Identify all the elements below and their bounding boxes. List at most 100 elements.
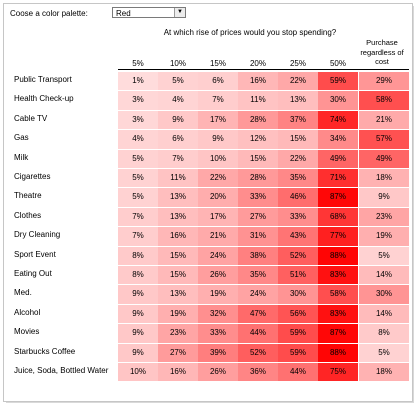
table-cell: 5% — [158, 72, 198, 91]
table-cell: 17% — [198, 110, 238, 130]
table-cell: 18% — [359, 169, 409, 188]
table-cell: 58% — [318, 285, 358, 304]
table-cell: 52% — [238, 343, 278, 362]
table-cell: 18% — [359, 363, 409, 382]
table-cell: 12% — [238, 130, 278, 149]
header-underline — [118, 69, 409, 70]
column-header: 20% — [249, 59, 266, 68]
row-label: Cigarettes — [14, 172, 51, 181]
row-label: Health Check-up — [14, 94, 74, 104]
table-cell: 20% — [198, 188, 238, 207]
table-cell: 29% — [359, 72, 409, 91]
table-cell: 4% — [118, 130, 158, 149]
table-cell: 17% — [198, 207, 238, 227]
row-label: Cable TV — [14, 113, 48, 123]
table-cell: 9% — [118, 343, 158, 362]
table-cell: 34% — [318, 130, 358, 149]
row-label: Public Transport — [14, 75, 72, 84]
table-cell: 7% — [158, 149, 198, 168]
column-header: 10% — [169, 59, 186, 68]
table-cell: 10% — [198, 149, 238, 168]
chevron-down-icon[interactable]: ▼ — [174, 8, 185, 17]
table-cell: 5% — [118, 169, 158, 188]
table-cell: 19% — [198, 285, 238, 304]
table-cell: 30% — [278, 285, 318, 304]
table-cell: 7% — [198, 91, 238, 110]
table-cell: 28% — [238, 110, 278, 130]
table-cell: 16% — [158, 363, 198, 382]
table-cell: 59% — [278, 324, 318, 343]
table-cell: 28% — [238, 169, 278, 188]
table-cell: 56% — [278, 304, 318, 324]
table-cell: 58% — [359, 91, 409, 110]
table-cell: 32% — [198, 304, 238, 324]
table-cell: 36% — [238, 363, 278, 382]
row-label: Gas — [14, 133, 29, 143]
table-cell: 22% — [278, 149, 318, 168]
table-cell: 31% — [238, 227, 278, 246]
row-label: Clothes — [14, 210, 42, 220]
table-cell: 14% — [359, 304, 409, 324]
table-cell: 7% — [118, 227, 158, 246]
table-cell: 3% — [118, 110, 158, 130]
table-cell: 15% — [238, 149, 278, 168]
table-cell: 13% — [158, 207, 198, 227]
table-cell: 1% — [118, 72, 158, 91]
table-cell: 49% — [359, 149, 409, 168]
table-cell: 19% — [359, 227, 409, 246]
table-cell: 9% — [118, 285, 158, 304]
table-cell: 46% — [278, 188, 318, 207]
table-cell: 87% — [318, 324, 358, 343]
row-label: Med. — [14, 288, 32, 298]
table-cell: 59% — [278, 343, 318, 362]
table-cell: 10% — [118, 363, 158, 382]
table-cell: 11% — [238, 91, 278, 110]
palette-dropdown[interactable]: Red ▼ — [112, 7, 186, 18]
table-cell: 30% — [318, 91, 358, 110]
table-cell: 19% — [158, 304, 198, 324]
column-header: 15% — [209, 59, 226, 68]
palette-dropdown-value: Red — [116, 9, 131, 18]
row-label: Starbucks Coffee — [14, 346, 76, 356]
table-cell: 8% — [118, 266, 158, 285]
table-cell: 6% — [198, 72, 238, 91]
table-cell: 49% — [318, 149, 358, 168]
table-cell: 9% — [198, 130, 238, 149]
table-cell: 75% — [318, 363, 358, 382]
table-cell: 88% — [318, 343, 358, 362]
table-cell: 3% — [118, 91, 158, 110]
table-cell: 23% — [359, 207, 409, 227]
table-cell: 15% — [278, 130, 318, 149]
row-label: Sport Event — [14, 249, 56, 259]
row-label: Movies — [14, 327, 40, 337]
table-cell: 9% — [118, 304, 158, 324]
table-cell: 4% — [158, 91, 198, 110]
table-cell: 5% — [118, 149, 158, 168]
table-cell: 38% — [238, 246, 278, 265]
row-label: Milk — [14, 152, 29, 162]
table-cell: 27% — [158, 343, 198, 362]
question-header: At which rise of prices would you stop s… — [163, 28, 337, 37]
table-cell: 14% — [359, 266, 409, 285]
table-cell: 33% — [278, 207, 318, 227]
table-cell: 44% — [278, 363, 318, 382]
table-cell: 47% — [238, 304, 278, 324]
table-cell: 77% — [318, 227, 358, 246]
table-cell: 33% — [198, 324, 238, 343]
palette-label: Coose a color palette: — [10, 9, 88, 18]
table-cell: 30% — [359, 285, 409, 304]
table-cell: 87% — [318, 188, 358, 207]
table-cell: 9% — [158, 110, 198, 130]
table-cell: 24% — [238, 285, 278, 304]
table-cell: 8% — [118, 246, 158, 265]
table-cell: 21% — [359, 110, 409, 130]
table-cell: 35% — [278, 169, 318, 188]
table-cell: 7% — [118, 207, 158, 227]
table-cell: 27% — [238, 207, 278, 227]
table-cell: 5% — [118, 188, 158, 207]
table-cell: 26% — [198, 266, 238, 285]
table-cell: 22% — [198, 169, 238, 188]
table-cell: 13% — [158, 285, 198, 304]
table-cell: 5% — [359, 343, 409, 362]
table-cell: 22% — [278, 72, 318, 91]
